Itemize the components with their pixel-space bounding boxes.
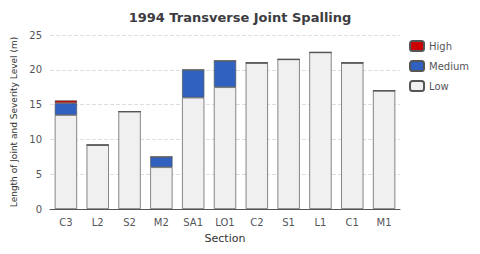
svg-text:1994 Transverse Joint Spalling: 1994 Transverse Joint Spalling — [129, 10, 352, 25]
svg-text:SA1: SA1 — [183, 217, 203, 228]
svg-text:C1: C1 — [346, 217, 359, 228]
svg-text:L2: L2 — [92, 217, 104, 228]
svg-text:20: 20 — [29, 64, 42, 75]
svg-text:L1: L1 — [314, 217, 326, 228]
svg-text:High: High — [429, 41, 452, 52]
svg-text:C2: C2 — [250, 217, 263, 228]
svg-text:Medium: Medium — [429, 61, 469, 72]
svg-text:Length of Joint and Severity L: Length of Joint and Severity Level (m) — [9, 37, 19, 207]
svg-text:S1: S1 — [282, 217, 295, 228]
svg-text:15: 15 — [29, 99, 42, 110]
svg-text:M2: M2 — [154, 217, 169, 228]
svg-text:M1: M1 — [377, 217, 392, 228]
svg-text:0: 0 — [36, 204, 42, 215]
svg-text:5: 5 — [36, 169, 42, 180]
svg-text:25: 25 — [29, 30, 42, 41]
svg-text:Section: Section — [205, 232, 246, 245]
svg-text:Low: Low — [429, 81, 449, 92]
svg-text:LO1: LO1 — [215, 217, 234, 228]
svg-text:C3: C3 — [59, 217, 72, 228]
svg-text:10: 10 — [29, 134, 42, 145]
svg-text:S2: S2 — [123, 217, 136, 228]
